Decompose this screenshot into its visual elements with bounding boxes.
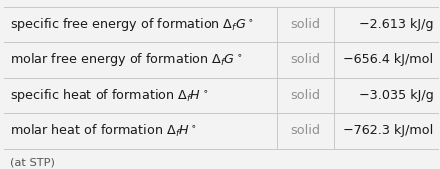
Text: molar heat of formation $\Delta_f H^\circ$: molar heat of formation $\Delta_f H^\cir… <box>10 123 197 139</box>
Text: −3.035 kJ/g: −3.035 kJ/g <box>359 89 433 102</box>
Text: solid: solid <box>290 89 320 102</box>
Text: (at STP): (at STP) <box>10 157 55 167</box>
Text: specific free energy of formation $\Delta_f G^\circ$: specific free energy of formation $\Delt… <box>10 16 254 33</box>
Text: −2.613 kJ/g: −2.613 kJ/g <box>359 18 433 31</box>
Text: −762.3 kJ/mol: −762.3 kJ/mol <box>343 125 433 137</box>
Text: solid: solid <box>290 18 320 31</box>
Text: specific heat of formation $\Delta_f H^\circ$: specific heat of formation $\Delta_f H^\… <box>10 87 209 104</box>
Text: −656.4 kJ/mol: −656.4 kJ/mol <box>343 54 433 66</box>
Text: solid: solid <box>290 125 320 137</box>
Text: molar free energy of formation $\Delta_f G^\circ$: molar free energy of formation $\Delta_f… <box>10 52 243 68</box>
Text: solid: solid <box>290 54 320 66</box>
